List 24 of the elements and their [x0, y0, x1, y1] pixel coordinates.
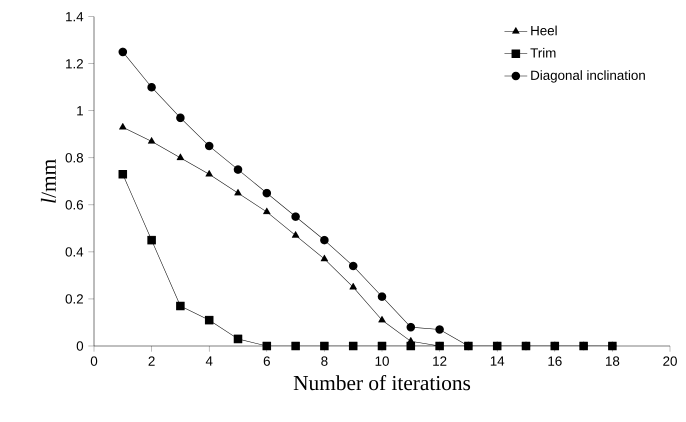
x-tick-label: 2 [148, 356, 155, 366]
x-tick-label: 12 [433, 356, 446, 366]
y-tick-label: 0.4 [66, 247, 84, 257]
x-tick-label: 18 [606, 356, 620, 366]
x-tick-label: 10 [376, 356, 389, 366]
x-tick-label: 8 [321, 356, 328, 366]
legend-label: Diagonal inclination [531, 70, 645, 83]
legend-label: Trim [530, 48, 556, 58]
y-tick-label: 1 [77, 106, 83, 116]
y-tick-label: 0.2 [66, 294, 83, 304]
x-tick-label: 4 [206, 356, 213, 366]
y-tick-label: 0 [76, 341, 84, 351]
y-tick-label: 1.2 [66, 59, 83, 68]
y-tick-label: 1.4 [66, 12, 84, 22]
x-axis-title: Number of iterations [294, 375, 470, 390]
x-tick-label: 0 [90, 356, 98, 366]
y-axis-title: l/mm [40, 159, 56, 203]
x-tick-label: 20 [663, 356, 677, 366]
x-tick-label: 14 [490, 356, 504, 366]
x-tick-label: 16 [548, 356, 562, 366]
y-tick-label: 0.8 [66, 153, 84, 163]
y-tick-label: 0.6 [66, 200, 84, 210]
x-tick-label: 6 [264, 356, 270, 366]
legend-label: Heel [531, 26, 557, 36]
